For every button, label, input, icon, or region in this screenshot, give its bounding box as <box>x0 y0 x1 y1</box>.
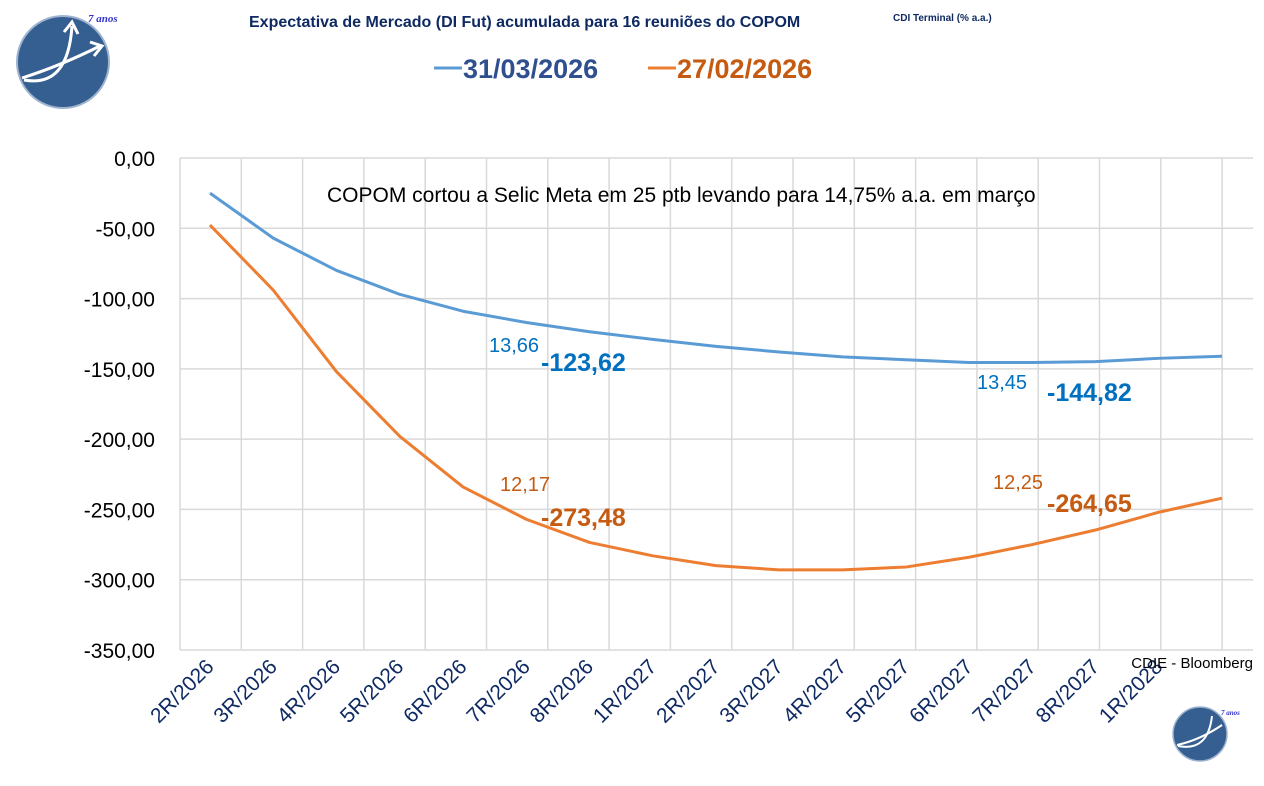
x-tick-label: 8R/2026 <box>526 655 598 727</box>
y-tick-label: 0,00 <box>114 148 155 171</box>
x-tick-label: 8R/2027 <box>1032 655 1104 727</box>
x-tick-label: 1R/2027 <box>589 655 661 727</box>
x-tick-label: 2R/2027 <box>652 655 724 727</box>
series-lines <box>208 191 1223 572</box>
source-label: CDIE - Bloomberg <box>1131 655 1253 672</box>
y-tick-label: -150,00 <box>84 359 155 382</box>
series-line-blue <box>209 191 1223 365</box>
blue-rate-label-2: 13,45 <box>977 372 1027 394</box>
orange-value-label-2: -264,65 <box>1047 490 1132 518</box>
annotation-note: COPOM cortou a Selic Meta em 25 ptb leva… <box>327 184 1036 207</box>
chart-title: Expectativa de Mercado (DI Fut) acumulad… <box>249 14 800 31</box>
y-tick-label: -300,00 <box>84 570 155 593</box>
legend-label-blue: 31/03/2026 <box>463 54 598 84</box>
x-tick-label: 2R/2026 <box>146 655 218 727</box>
x-tick-label: 6R/2027 <box>905 655 977 727</box>
y-tick-label: -250,00 <box>84 499 155 522</box>
x-tick-label: 3R/2027 <box>715 655 787 727</box>
x-tick-label: 6R/2026 <box>399 655 471 727</box>
blue-rate-label-1: 13,66 <box>489 335 539 357</box>
orange-rate-label-1: 12,17 <box>500 474 550 496</box>
orange-value-label-1: -273,48 <box>541 504 626 532</box>
x-tick-label: 4R/2026 <box>273 655 345 727</box>
y-tick-label: -100,00 <box>84 289 155 312</box>
logo-text-small: 7 anos <box>1221 709 1240 717</box>
blue-value-label-1: -123,62 <box>541 349 626 377</box>
orange-rate-label-2: 12,25 <box>993 472 1043 494</box>
y-tick-label: -200,00 <box>84 429 155 452</box>
x-tick-label: 7R/2027 <box>968 655 1040 727</box>
logo-bottom-right: 7 anos <box>1172 706 1240 762</box>
x-axis-ticks: 2R/20263R/20264R/20265R/20266R/20267R/20… <box>146 655 1167 727</box>
logo-text: 7 anos <box>88 13 118 25</box>
x-tick-label: 4R/2027 <box>779 655 851 727</box>
legend: 31/03/2026 27/02/2026 <box>434 54 812 84</box>
chart-title-superscript: CDI Terminal (% a.a.) <box>893 13 992 24</box>
x-tick-label: 5R/2027 <box>842 655 914 727</box>
x-tick-label: 3R/2026 <box>209 655 281 727</box>
blue-value-label-2: -144,82 <box>1047 379 1132 407</box>
x-tick-label: 5R/2026 <box>336 655 408 727</box>
logo-top-left: 7 anos <box>16 13 118 109</box>
legend-label-orange: 27/02/2026 <box>677 54 812 84</box>
y-tick-label: -350,00 <box>84 640 155 663</box>
y-tick-label: -50,00 <box>95 218 155 241</box>
y-axis-ticks: 0,00 -50,00 -100,00 -150,00 -200,00 -250,00 -3… <box>84 148 155 663</box>
x-tick-label: 7R/2026 <box>462 655 534 727</box>
